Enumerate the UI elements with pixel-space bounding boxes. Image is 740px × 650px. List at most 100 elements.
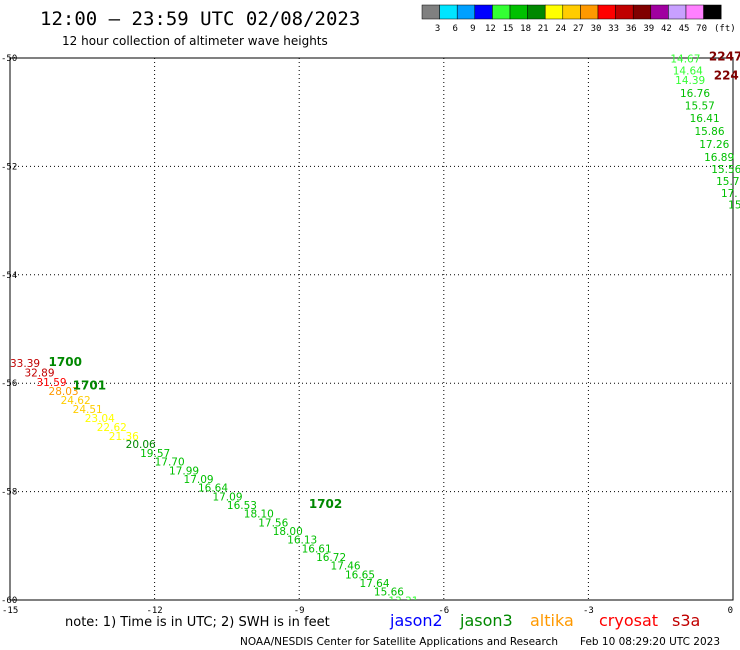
legend-label: 42 — [661, 24, 672, 34]
legend-swatch — [439, 4, 458, 20]
wave-height-value: 33.39 — [10, 358, 40, 370]
legend-label: 9 — [470, 24, 475, 34]
legend-swatch — [615, 4, 634, 20]
pass-time-label: 224 — [714, 69, 739, 83]
mission-name: jason2 — [389, 611, 443, 630]
wave-height-value: 17.09 — [184, 474, 214, 486]
wave-height-value: 23.04 — [85, 413, 115, 425]
wave-height-value: 14.64 — [673, 65, 703, 77]
wave-height-value: 18.10 — [244, 509, 274, 521]
legend-swatch — [562, 4, 581, 20]
wave-height-value: 15.66 — [374, 587, 404, 599]
credit-line: NOAA/NESDIS Center for Satellite Applica… — [240, 636, 558, 648]
legend-swatch — [685, 4, 704, 20]
wave-height-value: 16.65 — [345, 569, 375, 581]
lon-tick-label: -6 — [438, 606, 449, 616]
wave-height-value: 14.39 — [675, 75, 705, 87]
wave-height-value: 17.46 — [331, 561, 361, 573]
lat-tick-label: -52 — [1, 162, 17, 172]
wave-height-value: 24.51 — [73, 404, 103, 416]
wave-observations: 33.3932.8931.5928.0324.6224.5123.0422.62… — [10, 53, 740, 607]
lon-tick-label: -9 — [294, 606, 305, 616]
mission-name: jason3 — [459, 611, 513, 630]
wave-height-value: 21.36 — [109, 431, 139, 443]
legend-label: 70 — [696, 24, 707, 34]
legend-swatch — [650, 4, 669, 20]
wave-height-value: 16.89 — [704, 152, 734, 164]
legend-label: 27 — [573, 24, 584, 34]
map-grid — [10, 58, 733, 600]
legend-swatch — [421, 4, 440, 20]
wave-height-value: 14.67 — [670, 53, 700, 65]
legend-label: 39 — [643, 24, 654, 34]
wave-height-value: 16.61 — [302, 543, 332, 555]
legend-swatch — [492, 4, 511, 20]
legend-swatch — [668, 4, 687, 20]
wave-height-value: 16.76 — [680, 88, 710, 100]
page-title: 12:00 – 23:59 UTC 02/08/2023 — [40, 8, 360, 30]
pass-time-label: 2247 — [709, 50, 740, 64]
pass-labels: 1700 1701 1702 2247 224 — [49, 50, 740, 511]
wave-height-value: 18.00 — [273, 526, 303, 538]
mission-name: altika — [530, 611, 574, 630]
map-frame — [9, 57, 734, 601]
legend-label: 33 — [608, 24, 619, 34]
wave-height-value: 15.56 — [711, 164, 740, 176]
pass-time-label: 1700 — [49, 355, 82, 369]
wave-height-value: 17.99 — [169, 465, 199, 477]
legend-label: 12 — [485, 24, 496, 34]
lon-tick-label: -15 — [2, 606, 18, 616]
generated-timestamp: Feb 10 08:29:20 UTC 2023 — [580, 636, 720, 648]
lat-tick-label: -56 — [1, 379, 17, 389]
legend-swatch — [544, 4, 564, 20]
wave-height-value: 15.57 — [685, 100, 715, 112]
wave-height-value: 17.09 — [212, 491, 242, 503]
legend-swatch — [597, 4, 616, 20]
wave-height-value: 16.13 — [287, 535, 317, 547]
wave-height-value: 20.06 — [126, 439, 156, 451]
legend-label: 21 — [538, 24, 549, 34]
legend-swatch — [632, 4, 652, 20]
wave-height-value: 13.31 — [388, 595, 418, 607]
lat-tick-label: -58 — [1, 488, 17, 498]
wave-height-value: 16.53 — [227, 500, 257, 512]
legend-swatch — [527, 4, 546, 20]
mission-legend: jason2 jason3 altika cryosat s3a — [389, 611, 700, 630]
legend-unit: (ft) — [714, 24, 736, 34]
wave-height-value: 17.26 — [699, 139, 729, 151]
pass-time-label: 1702 — [309, 497, 342, 511]
legend-label: 30 — [591, 24, 602, 34]
wave-height-value: 16.72 — [316, 552, 346, 564]
wave-height-value: 15 — [728, 200, 740, 212]
longitude-axis: -15 -12 -9 -6 -3 0 — [2, 606, 733, 616]
wave-height-value: 17.56 — [258, 517, 288, 529]
legend-label: 36 — [626, 24, 637, 34]
legend-swatch — [456, 4, 476, 20]
lat-tick-label: -50 — [1, 54, 17, 64]
wave-height-value: 16.41 — [690, 113, 720, 125]
legend-label: 6 — [452, 24, 457, 34]
legend-label: 24 — [555, 24, 566, 34]
lon-tick-label: -3 — [583, 606, 594, 616]
wave-height-value: 28.03 — [49, 386, 79, 398]
wave-height-value: 31.59 — [37, 377, 67, 389]
lon-tick-label: 0 — [728, 606, 733, 616]
wave-height-value: 24.62 — [61, 395, 91, 407]
pass-time-label: 1701 — [73, 379, 106, 393]
wave-height-value: 17. — [721, 188, 738, 200]
wave-height-legend: 3 6 9 12 15 18 21 24 27 30 33 36 39 42 45 70 — [421, 4, 722, 34]
footnote: note: 1) Time is in UTC; 2) SWH is in fe… — [65, 615, 330, 630]
wave-height-value: 15.86 — [694, 126, 724, 138]
lat-tick-label: -54 — [1, 271, 17, 281]
lon-tick-label: -12 — [146, 606, 162, 616]
wave-height-value: 32.89 — [24, 368, 54, 380]
lat-tick-label: -60 — [1, 596, 17, 606]
page-subtitle: 12 hour collection of altimeter wave hei… — [62, 34, 328, 48]
legend-label: 15 — [503, 24, 514, 34]
legend-label: 18 — [520, 24, 531, 34]
wave-height-value: 17.70 — [155, 457, 185, 469]
wave-height-value: 16.64 — [198, 483, 228, 495]
legend-swatch — [580, 4, 599, 20]
mission-name: cryosat — [599, 611, 658, 630]
